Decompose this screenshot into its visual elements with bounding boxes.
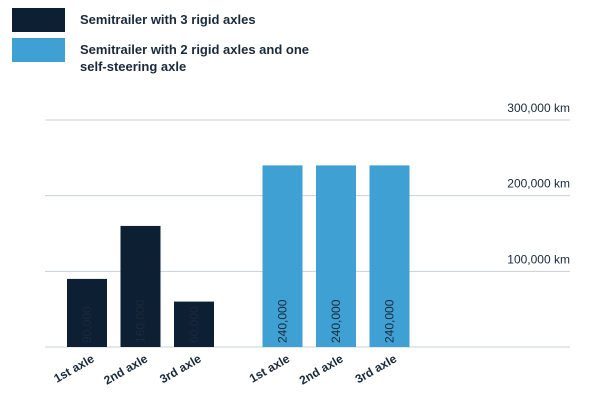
y-tick-label: 200,000 km (507, 177, 570, 191)
x-tick-label: 3rd axle (353, 351, 400, 386)
x-tick-label: 3rd axle (157, 351, 204, 386)
bar (369, 165, 410, 347)
value-label: 240,000 (276, 299, 290, 343)
x-tick-label: 2nd axle (297, 351, 346, 387)
legend-item: Semitrailer with 2 rigid axles and one s… (12, 38, 310, 75)
bar (120, 225, 161, 347)
value-label: 160,000 (134, 299, 148, 343)
x-tick-label: 1st axle (51, 351, 96, 385)
legend-label: Semitrailer with 2 rigid axles and one s… (80, 42, 310, 74)
y-tick-label: 300,000 km (507, 101, 570, 115)
legend-item: Semitrailer with 3 rigid axles (12, 8, 310, 32)
bar (262, 165, 303, 347)
bar (316, 165, 356, 347)
value-label: 240,000 (329, 299, 343, 343)
value-label: 60,000 (187, 306, 201, 343)
x-tick-label: 2nd axle (101, 351, 150, 387)
value-label: 90,000 (80, 306, 94, 343)
legend-label: Semitrailer with 3 rigid axles (80, 12, 256, 27)
x-tick-label: 1st axle (247, 351, 292, 385)
value-label: 240,000 (383, 299, 397, 343)
bar (174, 301, 214, 347)
y-tick-label: 100,000 km (507, 252, 570, 266)
legend-swatch (12, 38, 65, 62)
legend-swatch (12, 8, 65, 32)
bar (67, 278, 107, 347)
